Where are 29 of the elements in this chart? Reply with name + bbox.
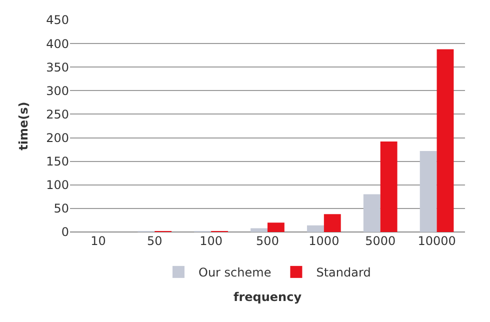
x-tick-label: 10000	[418, 234, 456, 248]
y-axis-title: time(s)	[16, 102, 30, 150]
x-tick-label: 100	[200, 234, 223, 248]
x-tick-label: 50	[147, 234, 162, 248]
y-tick-label: 250	[46, 107, 69, 122]
y-tick-label: 200	[46, 130, 69, 145]
bar	[268, 222, 284, 232]
bar	[250, 228, 268, 232]
x-axis-title: frequency	[233, 290, 302, 304]
y-tick-label: 0	[61, 225, 69, 240]
y-tick-label: 50	[54, 202, 69, 216]
y-tick-label: 400	[46, 36, 69, 51]
bar	[436, 49, 454, 232]
bar	[363, 194, 380, 232]
y-tick-label: 450	[46, 13, 69, 28]
x-tick-label: 1000	[308, 234, 340, 248]
x-tick-label: 5000	[365, 234, 396, 248]
x-tick-label: 500	[256, 234, 279, 248]
bar	[307, 225, 324, 232]
bar	[420, 150, 437, 232]
bar	[324, 214, 341, 232]
x-tick-label: 10	[90, 234, 106, 248]
y-tick-label: 350	[46, 60, 69, 74]
bar	[380, 142, 398, 232]
legend-label: Standard	[316, 266, 371, 280]
y-tick-label: 100	[46, 178, 69, 192]
y-tick-label: 150	[46, 154, 69, 169]
legend-label: Our scheme	[198, 266, 272, 280]
y-tick-label: 300	[46, 84, 69, 98]
